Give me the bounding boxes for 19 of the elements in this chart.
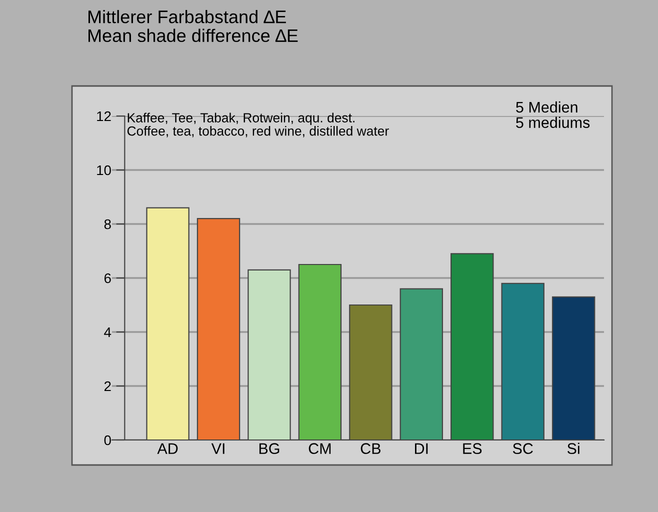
x-tick-label: SC xyxy=(512,443,533,454)
x-tick-label: Si xyxy=(567,442,580,454)
annotation: Kaffee, Tee, Tabak, Rotwein, aqu. dest. Coffee, tea, tobacco, red wine, distilled water xyxy=(127,112,389,138)
x-tick-label: CM xyxy=(308,443,331,454)
x-tick-label: VI xyxy=(211,443,224,454)
y-tick-label: 12 xyxy=(97,111,111,122)
y-tick-label: 6 xyxy=(104,273,111,284)
y-tick-label: 0 xyxy=(104,435,111,446)
y-tick-label: 4 xyxy=(104,327,112,338)
x-tick-label: DI xyxy=(415,443,428,454)
x-tick-label: AD xyxy=(157,443,178,454)
y-tick-label: 2 xyxy=(104,381,111,392)
x-tick-label: CB xyxy=(360,443,380,454)
x-tick-label: BG xyxy=(259,443,280,454)
chart-title: Mittlerer Farbabstand ∆E Mean shade difference ∆E xyxy=(88,10,298,42)
annotation: 5 Medien 5 mediums xyxy=(516,101,590,128)
y-tick-label: 10 xyxy=(97,165,111,176)
y-tick-label: 8 xyxy=(104,219,111,230)
x-tick-label: ES xyxy=(463,443,482,454)
